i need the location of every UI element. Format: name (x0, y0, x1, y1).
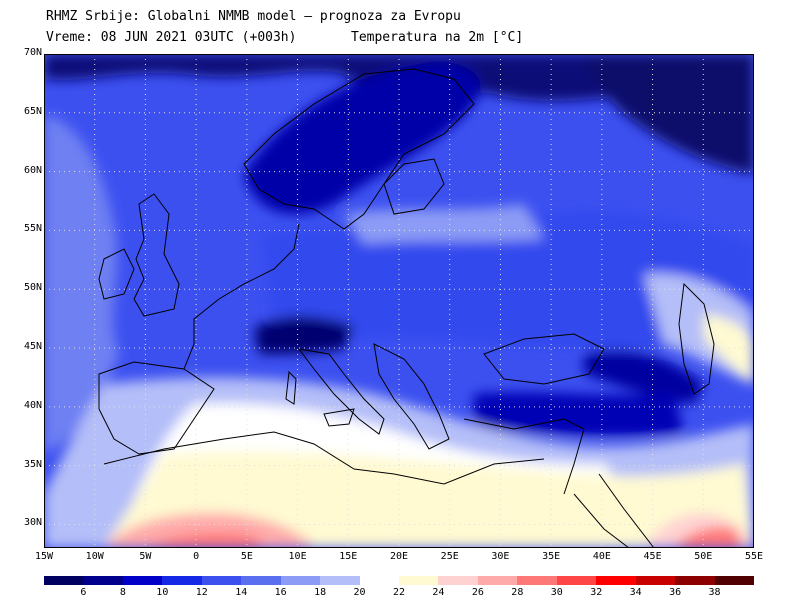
legend-label: 18 (314, 587, 327, 598)
longitude-label: 15W (34, 551, 54, 562)
map-canvas (44, 54, 754, 548)
legend-color-box (201, 576, 242, 585)
forecast-time-text: Vreme: 08 JUN 2021 03UTC (+003h) (46, 30, 297, 45)
legend-color-box (280, 576, 321, 585)
latitude-label: 65N (23, 105, 42, 117)
legend-label: 30 (550, 587, 563, 598)
legend-label: 14 (235, 587, 248, 598)
legend-color-box (44, 576, 84, 585)
longitude-label: 10W (85, 551, 104, 562)
legend-label: 6 (80, 587, 87, 598)
longitude-label: 10E (288, 551, 307, 562)
temperature-field (44, 54, 754, 548)
legend-label: 32 (590, 587, 603, 598)
legend-label: 26 (471, 587, 484, 598)
latitude-label: 55N (23, 223, 42, 235)
longitude-label: 20E (389, 551, 409, 562)
longitude-label: 5E (240, 551, 253, 562)
legend-color-box (162, 576, 203, 585)
coastlines (98, 68, 715, 548)
legend-label: 24 (432, 587, 445, 598)
legend-label: 10 (156, 587, 169, 598)
longitude-label: 50E (694, 551, 713, 562)
color-legend (44, 576, 755, 586)
legend-label: 34 (629, 587, 642, 598)
legend-label: 20 (353, 587, 366, 598)
longitude-label: 45E (643, 551, 662, 562)
legend-label: 22 (392, 587, 406, 598)
legend-color-box (83, 576, 124, 585)
legend-color-box (241, 576, 282, 585)
legend-color-box (320, 576, 361, 585)
longitude-label: 35E (542, 551, 561, 562)
legend-color-box (596, 576, 637, 585)
legend-color-box (635, 576, 676, 585)
latitude-label: 35N (23, 458, 42, 470)
legend-color-box (675, 576, 716, 585)
latitude-label: 70N (23, 47, 42, 58)
latitude-label: 45N (23, 341, 42, 353)
legend-color-box (359, 576, 400, 585)
legend-color-box (438, 576, 479, 585)
legend-label: 36 (669, 587, 682, 598)
legend-color-box (477, 576, 518, 585)
map-frame (44, 54, 754, 548)
latitude-label: 60N (23, 164, 42, 176)
longitude-label: 55E (744, 551, 764, 562)
forecast-time: Vreme: 08 JUN 2021 03UTC (+003h) Temperat… (46, 30, 523, 45)
legend-label: 12 (195, 587, 208, 598)
latitude-label: 30N (23, 517, 42, 529)
legend-color-box (556, 576, 597, 585)
legend-color-box (122, 576, 163, 585)
latitude-label: 40N (23, 399, 42, 411)
map-title: RHMZ Srbije: Globalni NMMB model — progn… (46, 9, 461, 24)
longitude-label: 15E (339, 551, 358, 562)
longitude-label: 0 (193, 551, 200, 562)
longitude-label: 40E (592, 551, 611, 562)
legend-color-box (399, 576, 439, 585)
longitude-label: 5W (139, 551, 152, 562)
graticule (44, 54, 754, 548)
legend-label: 8 (119, 587, 126, 598)
longitude-label: 25E (440, 551, 459, 562)
temperature-map (44, 54, 754, 548)
parameter-name: Temperatura na 2m [°C] (351, 30, 524, 45)
legend-label: 38 (708, 587, 721, 598)
legend-color-box (714, 576, 755, 585)
longitude-label: 30E (491, 551, 510, 562)
legend-label: 28 (511, 587, 524, 598)
latitude-label: 50N (23, 282, 42, 294)
legend-label: 16 (274, 587, 287, 598)
legend-color-box (517, 576, 558, 585)
